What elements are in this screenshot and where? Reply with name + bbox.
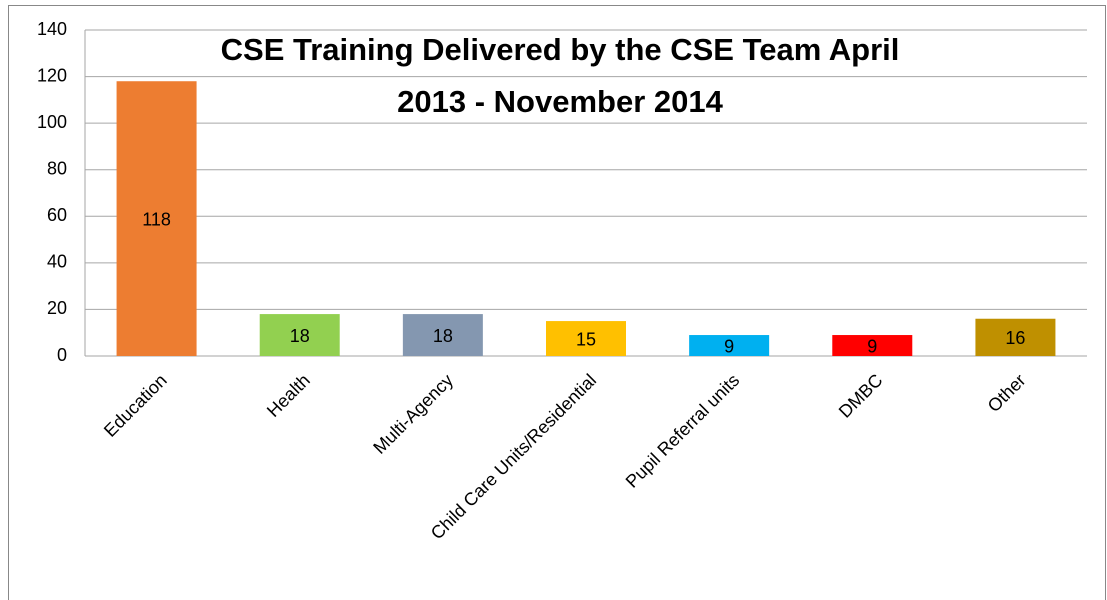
data-label: 118 <box>142 209 171 229</box>
y-tick-label: 40 <box>47 252 67 272</box>
data-label: 18 <box>433 326 453 346</box>
bar <box>259 314 340 356</box>
data-label: 9 <box>867 336 877 356</box>
data-label: 15 <box>576 329 596 349</box>
bar <box>402 314 483 356</box>
y-tick-label: 80 <box>47 158 67 178</box>
data-label: 9 <box>724 336 734 356</box>
bar <box>689 335 770 356</box>
chart-title: 2013 - November 2014 <box>397 84 723 119</box>
bar <box>975 318 1056 356</box>
y-tick-label: 140 <box>37 19 67 39</box>
y-tick-label: 20 <box>47 298 67 318</box>
bar <box>832 335 913 356</box>
data-label: 16 <box>1005 328 1025 348</box>
data-label: 18 <box>290 326 310 346</box>
bar <box>116 81 197 356</box>
y-tick-label: 120 <box>37 65 67 85</box>
y-tick-label: 60 <box>47 205 67 225</box>
y-tick-label: 100 <box>37 112 67 132</box>
bar <box>546 321 626 356</box>
chart-title: CSE Training Delivered by the CSE Team A… <box>221 32 900 67</box>
y-tick-label: 0 <box>57 345 67 365</box>
